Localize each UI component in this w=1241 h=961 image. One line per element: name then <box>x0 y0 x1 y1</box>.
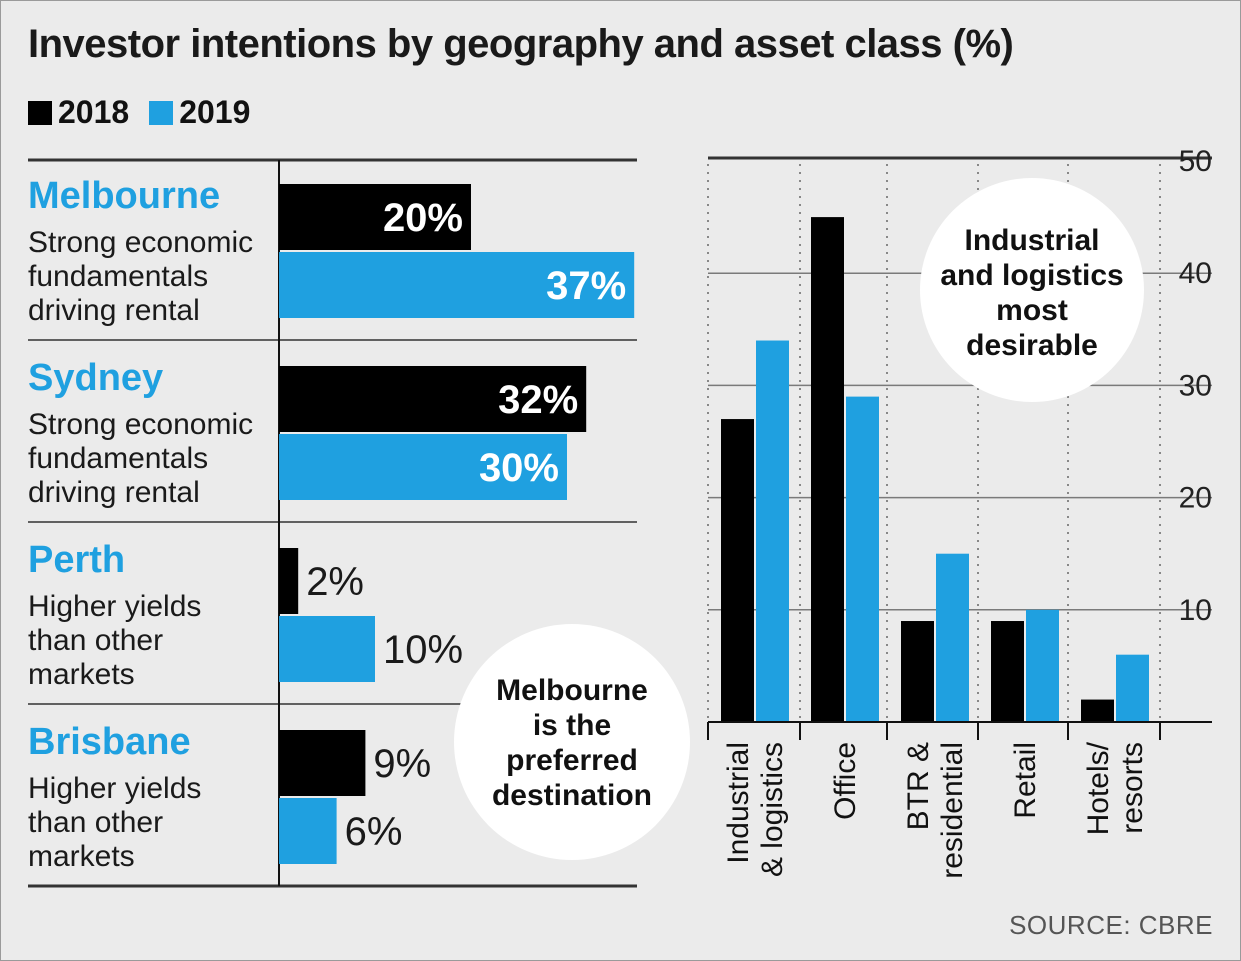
city-description-line: fundamentals <box>28 260 208 293</box>
bar-2018-brisbane <box>279 730 366 796</box>
city-label-brisbane: Brisbane <box>28 721 191 763</box>
legend-label-2018: 2018 <box>58 94 130 130</box>
x-tick-label: Retail <box>1009 742 1042 819</box>
data-label: 9% <box>373 742 431 786</box>
bar-2019-btr-residential <box>936 553 969 722</box>
city-description-line: fundamentals <box>28 442 208 475</box>
bar-2018-retail <box>991 621 1024 722</box>
city-description-line: Higher yields <box>28 772 201 805</box>
x-tick-label: BTR & <box>902 742 935 830</box>
city-description-line: than other <box>28 624 163 657</box>
legend-swatch-2018 <box>28 100 52 125</box>
annotation-text: most <box>996 294 1068 327</box>
bar-2019-office <box>846 396 879 722</box>
annotation-text: preferred <box>506 744 638 777</box>
y-tick-label: 50 <box>1179 145 1212 178</box>
city-label-sydney: Sydney <box>28 357 163 399</box>
annotation-text: desirable <box>966 329 1098 362</box>
x-tick-label: Industrial <box>722 742 755 864</box>
legend-item-2018: 2018 <box>28 94 129 131</box>
x-tick-label: Office <box>829 742 862 820</box>
x-tick-label: Hotels/ <box>1082 741 1115 835</box>
bar-2019-perth <box>279 616 375 682</box>
bar-2018-sydney <box>279 366 587 432</box>
bar-2019-hotels-resorts <box>1116 654 1149 722</box>
annotation-text: is the <box>533 709 611 742</box>
data-label: 2% <box>306 560 364 604</box>
legend-swatch-2019 <box>149 100 174 125</box>
data-label: 20% <box>383 196 463 240</box>
annotation-text: Melbourne <box>496 674 648 707</box>
annotation-bubble <box>920 178 1144 402</box>
bar-2018-perth <box>279 548 299 614</box>
data-label: 37% <box>546 264 626 308</box>
city-description-line: Strong economic <box>28 226 253 259</box>
y-tick-label: 40 <box>1179 257 1212 290</box>
bar-2019-industrial-logistics <box>756 340 789 722</box>
city-description-line: markets <box>28 840 135 873</box>
data-label: 32% <box>498 378 578 422</box>
city-description-line: Strong economic <box>28 408 253 441</box>
bar-2018-office <box>811 217 844 722</box>
annotation-text: and logistics <box>940 259 1123 292</box>
data-label: 10% <box>383 628 463 672</box>
y-tick-label: 30 <box>1179 369 1212 402</box>
bar-2018-melbourne <box>279 184 471 250</box>
legend-item-2019: 2019 <box>149 94 250 131</box>
bar-2018-hotels-resorts <box>1081 699 1114 722</box>
bar-2019-melbourne <box>279 252 635 318</box>
city-description-line: markets <box>28 658 135 691</box>
annotation-bubble <box>454 624 690 860</box>
city-label-perth: Perth <box>28 539 125 581</box>
legend: 2018 2019 <box>28 94 270 131</box>
x-tick-label: resorts <box>1116 742 1149 834</box>
source-note: SOURCE: CBRE <box>1009 910 1213 940</box>
data-label: 6% <box>345 810 403 854</box>
city-description-line: driving rental <box>28 476 200 509</box>
city-description-line: driving rental <box>28 294 200 327</box>
annotation-text: destination <box>492 779 652 812</box>
city-label-melbourne: Melbourne <box>28 175 220 217</box>
x-tick-label: & logistics <box>756 742 789 877</box>
bar-2018-btr-residential <box>901 621 934 722</box>
annotation-text: Industrial <box>964 224 1099 257</box>
bar-2018-industrial-logistics <box>721 419 754 722</box>
y-tick-label: 20 <box>1179 482 1212 515</box>
y-tick-label: 10 <box>1179 594 1212 627</box>
bar-2019-brisbane <box>279 798 337 864</box>
bar-2019-retail <box>1026 609 1059 722</box>
city-description-line: than other <box>28 806 163 839</box>
legend-label-2019: 2019 <box>179 94 251 130</box>
x-tick-label: residential <box>936 742 969 879</box>
bar-2019-sydney <box>279 434 567 500</box>
data-label: 30% <box>479 446 559 490</box>
chart-title: Investor intentions by geography and ass… <box>28 22 1014 66</box>
city-description-line: Higher yields <box>28 590 201 623</box>
